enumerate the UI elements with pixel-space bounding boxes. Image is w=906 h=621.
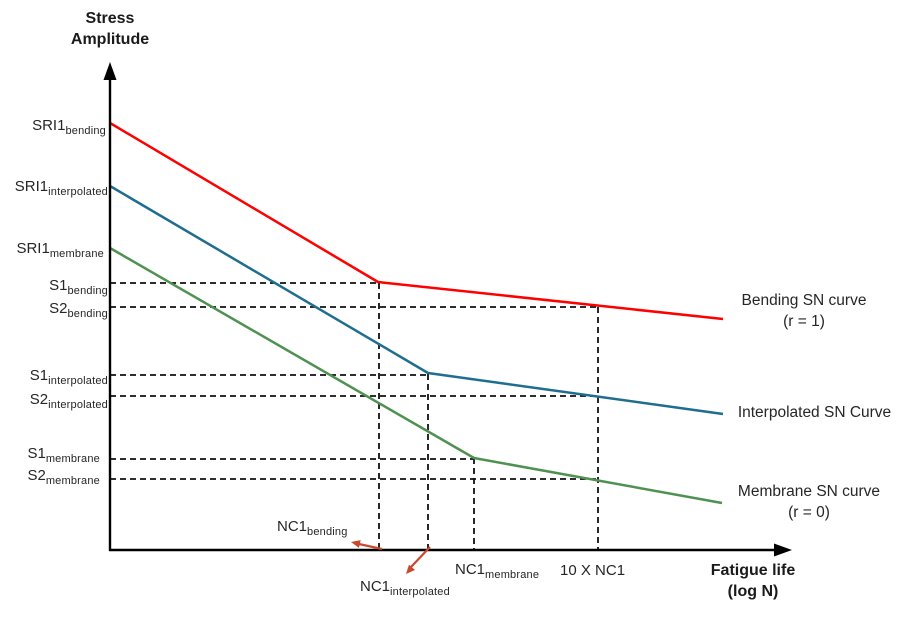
label-nc1-interpolated: NC1interpolated: [360, 577, 450, 598]
label-main: S1: [27, 445, 46, 462]
interpolated-sn-curve: [109, 184, 724, 416]
label-sub: membrane: [45, 453, 100, 465]
curve-label-line1: Membrane SN curve: [737, 483, 881, 500]
bending-sn-curve: [109, 121, 724, 321]
label-main: S2: [27, 467, 46, 484]
label-sri1-bending: SRI1bending: [32, 116, 106, 137]
nc1-interpolated-arrowhead-icon: [406, 564, 415, 574]
axes: [103, 62, 792, 557]
label-main: 10 X NC1: [560, 562, 626, 579]
label-sri1-membrane: SRI1membrane: [16, 239, 104, 260]
membrane-sn-curve: [109, 246, 723, 505]
y-axis-arrowhead-icon: [103, 62, 117, 80]
label-s2-membrane: S2membrane: [27, 466, 100, 487]
x-axis-arrowhead-icon: [774, 543, 792, 557]
label-sub: interpolated: [48, 399, 108, 411]
x-axis-title: Fatigue life (log N): [698, 560, 808, 602]
label-main: SRI1: [32, 117, 66, 134]
label-sub: interpolated: [48, 186, 108, 198]
label-s2-bending: S2bending: [49, 299, 108, 320]
x-axis-title-line2: (log N): [727, 583, 779, 600]
dashed-guides-vertical: [378, 283, 599, 550]
nc1-interpolated-arrow: [410, 546, 431, 568]
nc1-bending-arrow: [358, 542, 383, 551]
curve-label-line1: Interpolated SN Curve: [737, 404, 892, 421]
y-axis-title-line1: Stress: [85, 10, 135, 27]
label-sub: bending: [67, 285, 108, 297]
label-main: S2: [29, 391, 49, 408]
label-nc1-bending: NC1bending: [277, 517, 348, 538]
label-sri1-interpolated: SRI1interpolated: [15, 177, 108, 198]
dashed-guides-horizontal: [110, 282, 598, 480]
label-s2-interpolated: S2interpolated: [30, 390, 108, 411]
label-main: SRI1: [14, 178, 49, 195]
curve-label-line1: Bending SN curve: [741, 292, 867, 309]
membrane-curve-label: Membrane SN curve (r = 0): [728, 481, 890, 523]
curve-label-line2: (r = 0): [788, 504, 830, 521]
label-sub: bending: [307, 526, 348, 538]
y-axis-title-line2: Amplitude: [70, 31, 150, 48]
label-nc1-membrane: NC1membrane: [455, 560, 539, 581]
label-main: S1: [49, 277, 68, 294]
label-sub: bending: [65, 125, 106, 137]
label-sub: interpolated: [390, 586, 450, 598]
bending-curve-label: Bending SN curve (r = 1): [730, 290, 878, 332]
y-axis-title: Stress Amplitude: [50, 8, 170, 50]
label-sub: interpolated: [48, 375, 108, 387]
label-sub: membrane: [485, 569, 540, 581]
annotation-arrows: [351, 540, 431, 574]
nc1-bending-arrowhead-icon: [351, 540, 361, 548]
x-axis-title-line1: Fatigue life: [710, 562, 796, 579]
label-main: SRI1: [16, 240, 50, 257]
label-sub: membrane: [45, 475, 100, 487]
label-main: NC1: [277, 518, 308, 535]
label-10x-nc1: 10 X NC1: [560, 561, 625, 580]
label-s1-interpolated: S1interpolated: [30, 366, 108, 387]
label-main: NC1: [455, 561, 486, 578]
curve-label-line2: (r = 1): [783, 313, 825, 330]
label-s1-bending: S1bending: [49, 276, 108, 297]
interpolated-curve-label: Interpolated SN Curve: [727, 402, 902, 423]
label-s1-membrane: S1membrane: [27, 444, 100, 465]
label-sub: membrane: [49, 248, 104, 260]
label-sub: bending: [67, 308, 108, 320]
label-main: S2: [49, 300, 68, 317]
label-main: S1: [29, 367, 49, 384]
label-main: NC1: [360, 578, 391, 595]
